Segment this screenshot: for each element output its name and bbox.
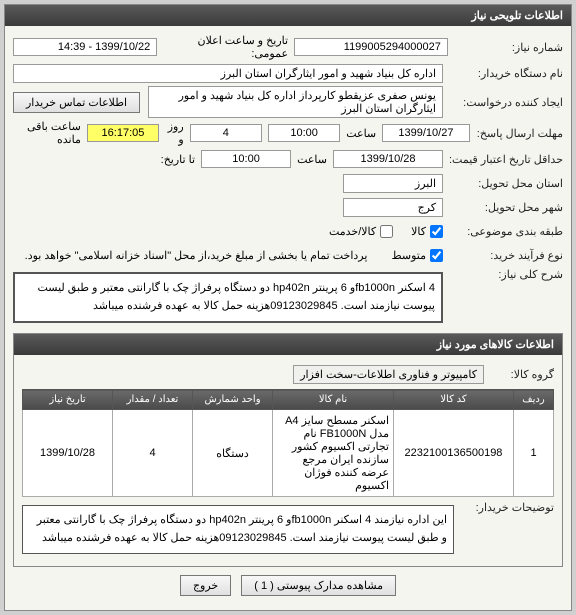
announce-value: 1399/10/22 - 14:39 <box>13 38 157 56</box>
table-row[interactable]: 1 2232100136500198 اسکنر مسطح سایز A4 مد… <box>23 410 554 497</box>
creator-label: ایجاد کننده درخواست: <box>443 96 563 109</box>
announce-label: تاریخ و ساعت اعلان عمومی: <box>157 34 294 60</box>
deadline-label: مهلت ارسال پاسخ: <box>470 127 563 140</box>
remaining-suffix: ساعت باقی مانده <box>13 120 87 146</box>
goods-panel: اطلاعات کالاهای مورد نیاز گروه کالا: کام… <box>13 333 563 567</box>
buyer-org-label: نام دستگاه خریدار: <box>443 67 563 80</box>
goods-panel-title: اطلاعات کالاهای مورد نیاز <box>14 334 562 355</box>
col-unit: واحد شمارش <box>193 390 273 410</box>
col-code: کد کالا <box>394 390 514 410</box>
days-and-label: روز و <box>159 120 190 146</box>
main-desc-label: شرح کلی نیاز: <box>443 268 563 281</box>
remaining-time: 16:17:05 <box>87 124 159 142</box>
cell-unit: دستگاه <box>193 410 273 497</box>
buyer-note-box: این اداره نیازمند 4 اسکنر fb1000nو 6 پری… <box>22 505 454 554</box>
process-label: نوع فرآیند خرید: <box>443 249 563 262</box>
col-name: نام کالا <box>273 390 394 410</box>
process-meto-label: متوسط <box>391 249 426 262</box>
pkg-kala-checkbox[interactable] <box>430 225 443 238</box>
contact-buyer-button[interactable]: اطلاعات تماس خریدار <box>13 92 140 113</box>
col-row: ردیف <box>514 390 554 410</box>
cell-date: 1399/10/28 <box>23 410 113 497</box>
city-value: کرج <box>343 198 443 217</box>
process-note: پرداخت تمام یا بخشی از مبلغ خرید،از محل … <box>13 249 373 262</box>
cell-name: اسکنر مسطح سایز A4 مدل FB1000N نام تجارت… <box>273 410 394 497</box>
main-desc-box: 4 اسکنر fb1000nو 6 پرینتر hp402n دو دستگ… <box>13 272 443 323</box>
city-label: شهر محل تحویل: <box>443 201 563 214</box>
buyer-org-value: اداره کل بنیاد شهید و امور ایثارگران است… <box>13 64 443 83</box>
group-value: کامپیوتر و فناوری اطلاعات-سخت افزار <box>293 365 484 384</box>
group-label: گروه کالا: <box>484 368 554 381</box>
close-button[interactable]: خروج <box>180 575 231 596</box>
delivery-province: البرز <box>343 174 443 193</box>
main-panel-title: اطلاعات تلویحی نیاز <box>5 5 571 26</box>
need-no-label: شماره نیاز: <box>448 41 563 54</box>
validity-hour: 10:00 <box>201 150 291 168</box>
pkg-khadmat-checkbox[interactable] <box>380 225 393 238</box>
cell-qty: 4 <box>113 410 193 497</box>
main-panel: اطلاعات تلویحی نیاز شماره نیاز: 11990052… <box>4 4 572 611</box>
ta-tarikh-label: تا تاریخ: <box>155 153 201 166</box>
cell-row: 1 <box>514 410 554 497</box>
cell-code: 2232100136500198 <box>394 410 514 497</box>
pkg-kala-label: کالا <box>411 225 426 238</box>
col-qty: تعداد / مقدار <box>113 390 193 410</box>
package-label: طبقه بندی موضوعی: <box>443 225 563 238</box>
hour-label-1: ساعت <box>340 127 382 140</box>
validity-date: 1399/10/28 <box>333 150 443 168</box>
goods-table: ردیف کد کالا نام کالا واحد شمارش تعداد /… <box>22 389 554 497</box>
buyer-note-label: توضیحات خریدار: <box>454 501 554 514</box>
col-date: تاریخ نیاز <box>23 390 113 410</box>
hour-label-2: ساعت <box>291 153 333 166</box>
need-no-value: 1199005294000027 <box>294 38 448 56</box>
delivery-province-label: استان محل تحویل: <box>443 177 563 190</box>
validity-label: حداقل تاریخ اعتبار قیمت: <box>443 153 563 166</box>
attachments-button[interactable]: مشاهده مدارک پیوستی ( 1 ) <box>241 575 396 596</box>
remaining-days: 4 <box>190 124 262 142</box>
deadline-date: 1399/10/27 <box>382 124 470 142</box>
process-meto-checkbox[interactable] <box>430 249 443 262</box>
deadline-hour: 10:00 <box>268 124 340 142</box>
creator-value: یونس صفری عزیقطو کارپرداز اداره کل بنیاد… <box>148 86 443 118</box>
pkg-khadmat-label: کالا/خدمت <box>329 225 376 238</box>
